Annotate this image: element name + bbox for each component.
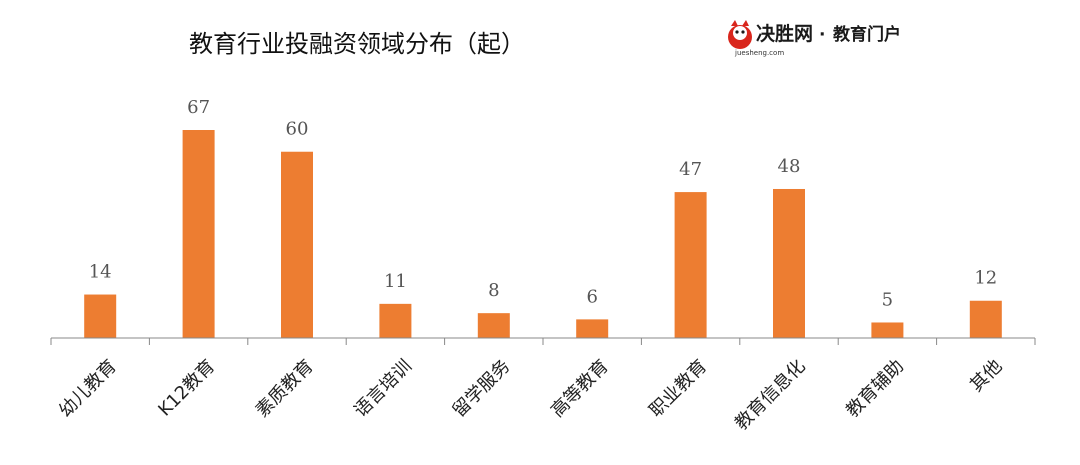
bar <box>281 151 313 338</box>
data-label: 14 <box>89 262 112 283</box>
logo-separator: · <box>819 25 825 45</box>
data-label: 47 <box>679 159 702 180</box>
x-tick-label: 高等教育 <box>547 356 613 422</box>
data-label: 67 <box>187 97 210 118</box>
x-tick-label: K12教育 <box>154 356 219 421</box>
data-label: 8 <box>488 280 499 301</box>
bars-group <box>84 130 1002 338</box>
x-tick-label: 职业教育 <box>645 356 711 422</box>
bar <box>477 313 510 338</box>
x-tick-label: 素质教育 <box>252 356 318 422</box>
data-label: 11 <box>384 271 407 292</box>
data-label: 12 <box>974 268 997 289</box>
chart-title: 教育行业投融资领域分布（起） <box>189 30 525 58</box>
bar <box>379 303 412 338</box>
x-ticks-group <box>50 338 1036 345</box>
x-tick-label: 留学服务 <box>449 356 515 422</box>
logo-name: 决胜网 <box>756 23 813 45</box>
data-labels-group: 14 67 60 11 8 6 47 48 5 12 <box>89 97 998 310</box>
data-label: 6 <box>586 286 597 307</box>
data-label: 5 <box>882 289 893 310</box>
logo-tagline: 教育门户 <box>832 24 901 45</box>
data-label: 48 <box>778 156 801 177</box>
x-tick-label: 语言培训 <box>350 356 416 422</box>
data-label: 60 <box>286 119 309 140</box>
bar <box>674 192 707 338</box>
x-tick-label: 教育辅助 <box>842 356 908 422</box>
bar <box>182 130 215 338</box>
mascot-icon <box>728 20 752 49</box>
bar <box>576 319 609 338</box>
x-tick-labels-group: 幼儿教育 K12教育 素质教育 语言培训 留学服务 高等教育 职业教育 教育信息化 教育辅助 其他 <box>55 356 1006 434</box>
brand-logo: 决胜网 juesheng.com · 教育门户 <box>728 20 901 57</box>
x-tick-label: 其他 <box>966 356 1006 396</box>
bar <box>871 322 904 338</box>
bar <box>773 188 805 338</box>
x-tick-label: 幼儿教育 <box>55 356 121 422</box>
bar <box>84 294 117 338</box>
logo-domain: juesheng.com <box>734 49 784 57</box>
x-tick-label: 教育信息化 <box>731 356 809 434</box>
bar <box>969 300 1002 338</box>
